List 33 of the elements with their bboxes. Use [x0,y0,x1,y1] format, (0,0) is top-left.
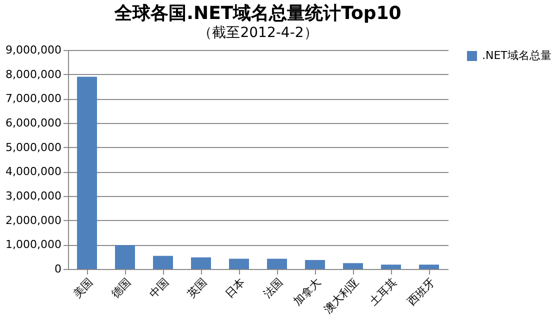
x-tick-label: 土耳其 [366,276,400,308]
x-tick-label: 美国 [70,276,96,301]
chart-title: 全球各国.NET域名总量统计Top10 [114,3,402,24]
x-tick-label: 日本 [222,276,248,301]
bar [229,258,249,269]
bar [153,256,173,269]
y-tick-label: 2,000,000 [6,214,62,227]
y-tick-label: 0 [54,262,62,276]
legend-label: .NET域名总量 [482,49,552,62]
y-tick-label: 1,000,000 [6,238,62,252]
y-tick-label: 3,000,000 [6,190,62,202]
x-tick-label: 英国 [184,276,210,301]
bar [343,263,363,269]
y-tick-label: 9,000,000 [6,44,62,56]
y-tick-label: 6,000,000 [6,116,62,130]
bar [381,264,401,269]
x-tick-label: 加拿大 [290,276,324,308]
bar [419,264,439,269]
x-tick-label: 法国 [260,276,286,301]
bar [267,258,287,269]
x-tick-label: 德国 [108,276,134,301]
chart-subtitle: （截至2012-4-2） [198,25,318,41]
x-tick-label: 中国 [146,276,172,301]
bar [191,257,211,269]
y-tick-label: 8,000,000 [6,68,62,81]
x-tick-label: 西班牙 [404,276,438,308]
bar [305,260,325,269]
x-tick-label: 澳大利亚 [321,276,362,316]
y-tick-label: 5,000,000 [6,140,62,154]
y-tick-label: 7,000,000 [6,92,62,106]
y-tick-label: 4,000,000 [6,165,62,178]
bar [77,76,97,269]
bar [115,245,135,269]
